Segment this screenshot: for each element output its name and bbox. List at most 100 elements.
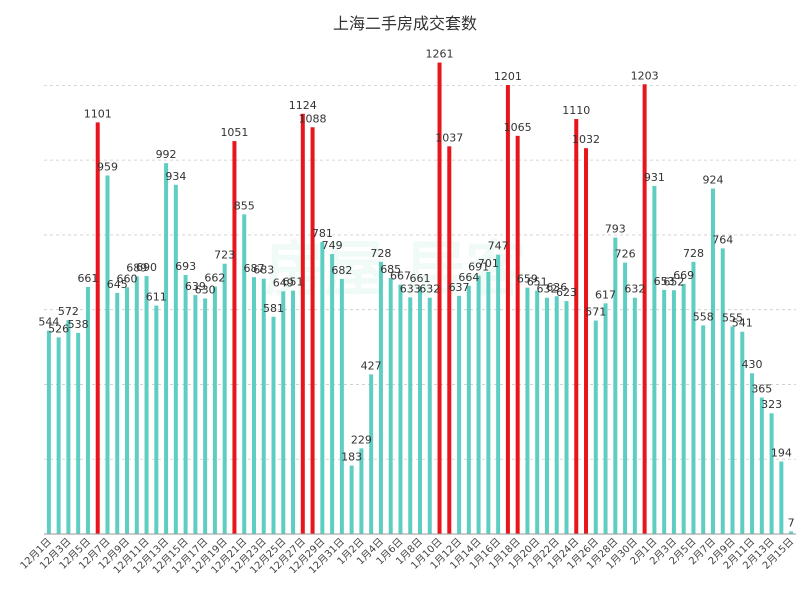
bar — [515, 135, 520, 534]
value-label: 651 — [283, 276, 304, 289]
bar — [134, 276, 139, 534]
value-label: 544 — [38, 316, 59, 329]
bar — [447, 146, 452, 534]
value-label: 571 — [585, 306, 606, 319]
bar — [408, 297, 413, 534]
bar — [623, 262, 628, 534]
bar — [203, 298, 208, 534]
bar — [642, 84, 647, 535]
bar — [486, 271, 491, 534]
value-label: 1203 — [631, 69, 659, 82]
value-label: 623 — [556, 286, 577, 299]
value-label: 659 — [517, 273, 538, 286]
bar — [339, 279, 344, 534]
value-label: 728 — [683, 247, 704, 260]
value-label: 660 — [117, 272, 138, 285]
bar — [613, 237, 618, 535]
bar — [320, 242, 325, 534]
bar — [125, 287, 130, 534]
value-label: 630 — [195, 283, 216, 296]
value-label: 183 — [341, 451, 362, 464]
bar — [789, 531, 794, 534]
bar — [193, 295, 198, 534]
bar — [154, 305, 159, 534]
bar — [476, 275, 481, 534]
value-label: 687 — [243, 262, 264, 275]
value-label: 633 — [400, 282, 421, 295]
bar — [359, 448, 364, 534]
bar — [95, 122, 100, 534]
bar — [398, 284, 403, 534]
value-label: 1037 — [435, 131, 463, 144]
value-label: 1088 — [299, 112, 327, 125]
value-label: 959 — [97, 160, 118, 173]
value-label: 690 — [136, 261, 157, 274]
bar — [466, 285, 471, 534]
bar — [496, 254, 501, 534]
value-label: 685 — [380, 263, 401, 276]
value-label: 1065 — [504, 121, 532, 134]
value-label: 538 — [68, 318, 89, 331]
bar — [76, 332, 81, 534]
value-label: 793 — [605, 223, 626, 236]
bar — [603, 303, 608, 534]
value-label: 651 — [527, 276, 548, 289]
bar — [671, 290, 676, 534]
bar — [388, 277, 393, 534]
bar — [291, 290, 296, 534]
value-label: 652 — [663, 275, 684, 288]
value-label: 365 — [751, 383, 772, 396]
bar — [681, 283, 686, 534]
bar — [330, 253, 335, 534]
value-label: 636 — [546, 281, 567, 294]
bar — [662, 289, 667, 534]
bar — [251, 277, 256, 534]
bar — [574, 119, 579, 535]
bar — [632, 297, 637, 534]
bar — [750, 373, 755, 534]
value-label: 669 — [673, 269, 694, 282]
bar — [281, 291, 286, 534]
bar — [310, 127, 315, 535]
value-label: 639 — [185, 280, 206, 293]
value-label: 691 — [468, 261, 489, 274]
value-label: 683 — [253, 264, 274, 277]
value-label: 229 — [351, 433, 372, 446]
x-tick-labels: 12月1日12月3日12月5日12月7日12月9日12月11日12月13日12月… — [18, 536, 796, 577]
bar — [544, 297, 549, 534]
value-label: 682 — [331, 264, 352, 277]
value-label: 427 — [361, 359, 382, 372]
value-label: 1124 — [289, 99, 317, 112]
bar — [378, 261, 383, 534]
bar — [759, 397, 764, 534]
value-label: 1101 — [84, 107, 112, 120]
bar — [701, 325, 706, 534]
bar — [593, 320, 598, 534]
bar — [418, 286, 422, 534]
bar — [691, 261, 696, 534]
value-label: 526 — [48, 322, 69, 335]
bar — [457, 295, 462, 534]
bar — [261, 278, 266, 534]
value-label: 581 — [263, 302, 284, 315]
bar — [769, 413, 774, 534]
bar — [427, 297, 432, 534]
value-label: 611 — [146, 291, 167, 304]
bar — [183, 274, 188, 534]
bar — [271, 316, 276, 534]
value-label: 924 — [702, 174, 723, 187]
bar — [115, 292, 120, 534]
bar — [105, 175, 110, 534]
bar — [222, 263, 227, 534]
bar — [144, 276, 149, 534]
value-label: 781 — [312, 227, 333, 240]
value-label: 555 — [722, 312, 743, 325]
value-label: 1201 — [494, 70, 522, 83]
value-label: 723 — [214, 249, 235, 262]
bar — [720, 248, 725, 535]
value-label: 992 — [156, 148, 177, 161]
value-label: 430 — [742, 358, 763, 371]
value-label: 689 — [126, 261, 147, 274]
bar — [212, 286, 217, 534]
